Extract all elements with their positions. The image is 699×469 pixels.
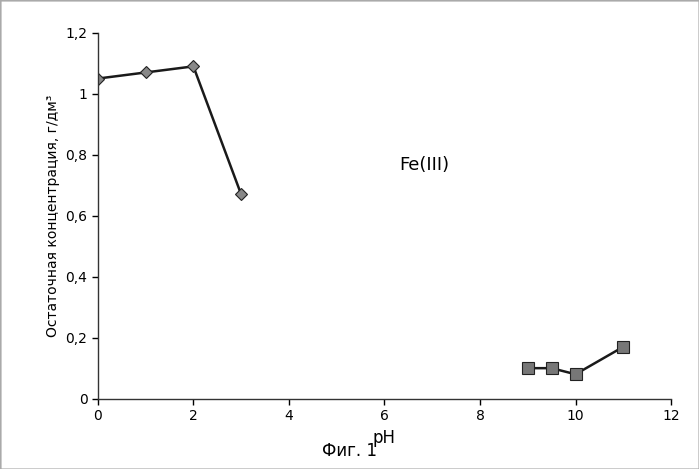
Text: Fe(III): Fe(III): [398, 156, 449, 174]
X-axis label: pH: pH: [373, 429, 396, 446]
Y-axis label: Остаточная концентрация, г/дм³: Остаточная концентрация, г/дм³: [46, 95, 60, 337]
Text: Фиг. 1: Фиг. 1: [322, 442, 377, 460]
